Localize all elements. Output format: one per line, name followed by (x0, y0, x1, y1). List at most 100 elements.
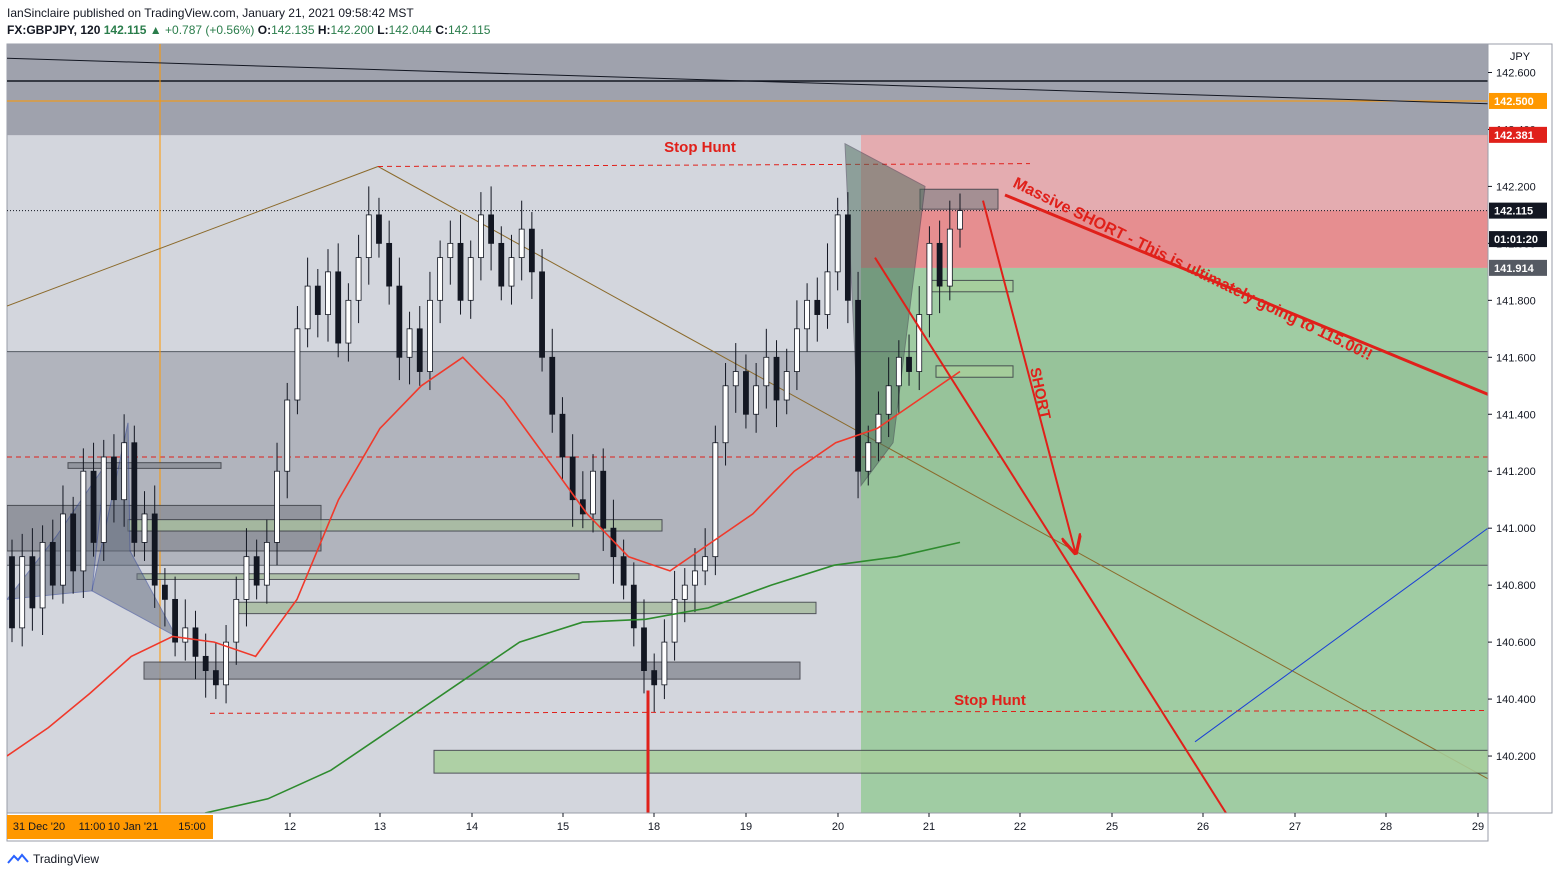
candle-body (416, 328, 423, 372)
candle (936, 220, 943, 314)
candle-body (437, 257, 444, 301)
price-tick-label: 140.600 (1496, 637, 1536, 649)
target-zone (861, 267, 1488, 813)
price-tag-label: 01:01:20 (1494, 234, 1538, 246)
candle (844, 192, 851, 324)
brand-name[interactable]: TradingView (33, 852, 100, 866)
projection-line (874, 257, 1227, 813)
time-axis[interactable]: 31 Dec '20 11:00 10 Jan '21 15:00 12 13 14 15 18… (6, 812, 1489, 842)
candle (773, 340, 780, 428)
trendline-fall (377, 166, 1488, 780)
candle-body (855, 299, 861, 472)
candle-body (151, 513, 158, 586)
time-tick-label: 14 (466, 821, 478, 833)
candle-body (600, 470, 607, 529)
candle (569, 434, 576, 527)
zone-box-5 (143, 661, 801, 680)
candle (630, 562, 637, 647)
candle (243, 528, 250, 627)
candle (386, 220, 393, 305)
candle (376, 197, 382, 258)
price-tag (1489, 92, 1547, 109)
candle-body (528, 228, 535, 273)
candle-body (569, 456, 576, 501)
candle (498, 226, 505, 301)
ema-fast-line (7, 356, 961, 757)
candle-body (121, 442, 128, 501)
candle-body (814, 299, 821, 315)
time-tick-label: 19 (740, 821, 752, 833)
candle (447, 220, 454, 285)
candle-body (376, 214, 382, 244)
candle-body (488, 214, 494, 244)
up-arrow-icon: ▲ (149, 23, 162, 37)
stop-hunt-top-line (377, 163, 1031, 167)
price-tick-label: 140.200 (1496, 751, 1536, 763)
candle-body (620, 556, 627, 586)
candle-body (895, 356, 902, 387)
candle-body (90, 470, 97, 543)
candle-body (651, 670, 658, 686)
candle-body (457, 242, 464, 301)
candle-body (29, 556, 36, 609)
candle-body (661, 641, 668, 686)
candle-body (39, 542, 46, 609)
candle-body (172, 598, 178, 643)
candle (885, 357, 892, 438)
candle (111, 434, 117, 523)
candle (396, 257, 403, 381)
price-axis-bg (1487, 43, 1553, 814)
candle (702, 528, 709, 586)
candle (620, 539, 627, 600)
candle (427, 271, 433, 391)
candle (212, 642, 219, 700)
candle-body (508, 257, 515, 287)
candle (906, 334, 912, 386)
candle (478, 192, 484, 281)
high-label: H: (317, 23, 331, 37)
candle-body (671, 598, 678, 643)
candle-body (844, 214, 851, 301)
candle (692, 548, 698, 613)
price-tick-label: 140.800 (1496, 580, 1536, 592)
candle-body (243, 556, 250, 600)
price-tag-label: 142.115 (1494, 206, 1533, 218)
price-tick-label: 142.600 (1496, 67, 1536, 79)
open-value: 142.135 (271, 23, 315, 37)
last-price: 142.115 (103, 23, 147, 37)
candle-body (131, 442, 138, 543)
candle-body (518, 228, 525, 259)
symbol-row: FX:GBPJPY, 120 142.115 ▲ +0.787 (+0.56%)… (7, 22, 490, 39)
candle-body (355, 257, 362, 301)
time-tick-label: 15 (557, 821, 569, 833)
zone-box-1 (67, 462, 222, 469)
candle (151, 485, 158, 608)
symbol[interactable]: FX:GBPJPY, 120 (7, 23, 101, 37)
candle-body (692, 570, 698, 586)
time-tick-label: 27 (1289, 821, 1301, 833)
candle-body (936, 242, 943, 287)
time-tick-label: 29 (1472, 821, 1484, 833)
candle (865, 425, 872, 486)
close-value: 142.115 (447, 23, 491, 37)
candle (284, 382, 291, 499)
candle (121, 414, 128, 527)
high-value: 142.200 (330, 23, 374, 37)
price-tick-label: 141.000 (1496, 523, 1536, 535)
price-tag (1489, 202, 1547, 219)
candle (661, 619, 668, 700)
candle (70, 496, 77, 594)
candle-body (539, 271, 545, 358)
candle-body (610, 527, 617, 558)
time-tick-label: 15:00 (178, 821, 206, 833)
candle-body (926, 242, 933, 315)
zone-box-9 (935, 365, 1014, 378)
candle (19, 533, 26, 647)
candle (182, 599, 189, 661)
price-axis[interactable]: JPY142.600142.400142.200142.000141.80014… (1487, 43, 1553, 814)
candle (732, 343, 739, 413)
candle (335, 243, 342, 358)
price-tag (1489, 259, 1547, 276)
candle-body (590, 470, 596, 515)
